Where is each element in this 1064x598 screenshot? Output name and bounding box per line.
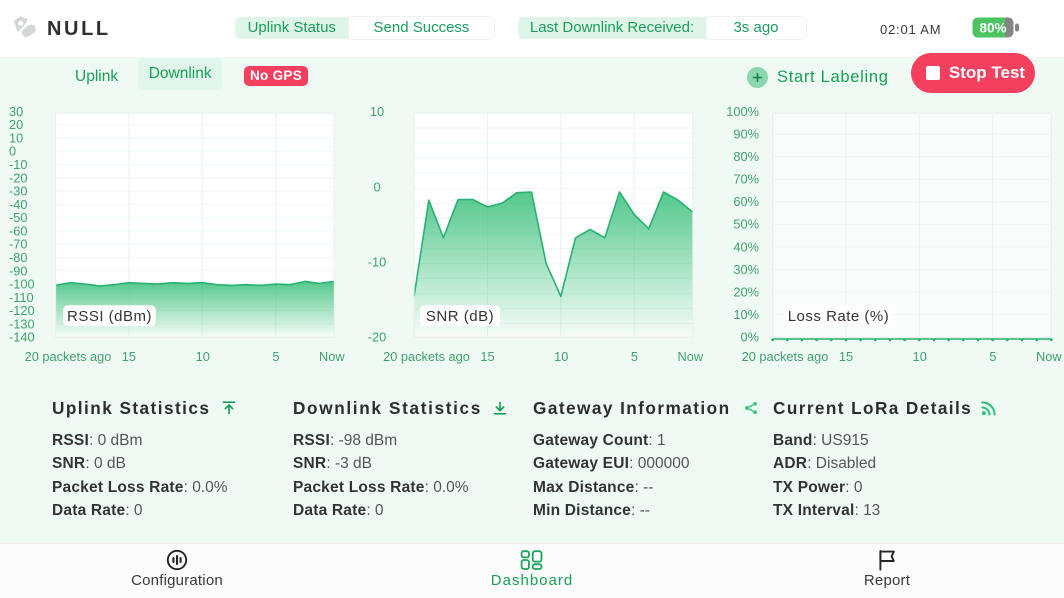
svg-text:-100: -100: [9, 277, 35, 292]
svg-text:-90: -90: [9, 263, 28, 278]
svg-text:-70: -70: [9, 237, 28, 252]
svg-text:5: 5: [631, 349, 638, 364]
svg-text:-60: -60: [9, 223, 28, 238]
svg-text:15: 15: [122, 349, 136, 364]
svg-text:-30: -30: [9, 184, 28, 199]
svg-text:Loss Rate (%): Loss Rate (%): [788, 308, 890, 325]
svg-text:5: 5: [989, 349, 996, 364]
svg-text:SNR (dB): SNR (dB): [426, 308, 494, 325]
svg-text:0: 0: [373, 179, 380, 194]
svg-text:-110: -110: [9, 290, 34, 305]
svg-text:Now: Now: [677, 349, 703, 364]
svg-text:50%: 50%: [733, 217, 759, 232]
svg-text:40%: 40%: [733, 239, 759, 254]
svg-text:10: 10: [913, 349, 927, 364]
svg-text:10: 10: [554, 349, 568, 364]
svg-text:30: 30: [9, 104, 23, 119]
svg-text:20: 20: [9, 117, 23, 132]
svg-text:-80: -80: [9, 250, 28, 265]
svg-text:-10: -10: [368, 255, 387, 270]
svg-text:20 packets ago: 20 packets ago: [25, 349, 112, 364]
svg-text:10: 10: [196, 349, 210, 364]
svg-text:30%: 30%: [733, 262, 759, 277]
svg-text:15: 15: [480, 349, 494, 364]
svg-text:-40: -40: [9, 197, 28, 212]
svg-text:15: 15: [839, 349, 853, 364]
svg-text:80%: 80%: [979, 21, 1006, 36]
svg-text:Now: Now: [319, 349, 345, 364]
svg-text:0: 0: [9, 144, 16, 159]
svg-text:-20: -20: [9, 170, 28, 185]
svg-text:90%: 90%: [733, 127, 759, 142]
svg-text:-120: -120: [9, 303, 35, 318]
svg-text:20 packets ago: 20 packets ago: [742, 349, 829, 364]
svg-text:5: 5: [272, 349, 279, 364]
svg-text:-130: -130: [9, 316, 35, 331]
svg-text:60%: 60%: [733, 194, 759, 209]
svg-text:10: 10: [9, 130, 23, 145]
svg-text:Now: Now: [1036, 349, 1062, 364]
svg-text:RSSI (dBm): RSSI (dBm): [67, 308, 152, 325]
svg-text:10%: 10%: [733, 307, 759, 322]
svg-text:-140: -140: [9, 330, 35, 345]
svg-text:80%: 80%: [733, 149, 759, 164]
svg-text:20%: 20%: [733, 284, 759, 299]
svg-text:-20: -20: [368, 330, 387, 345]
svg-text:-50: -50: [9, 210, 28, 225]
svg-text:20 packets ago: 20 packets ago: [383, 349, 470, 364]
svg-text:70%: 70%: [733, 172, 759, 187]
svg-text:100%: 100%: [726, 104, 759, 119]
svg-text:0%: 0%: [741, 330, 760, 345]
svg-text:-10: -10: [9, 157, 28, 172]
svg-text:10: 10: [370, 104, 384, 119]
